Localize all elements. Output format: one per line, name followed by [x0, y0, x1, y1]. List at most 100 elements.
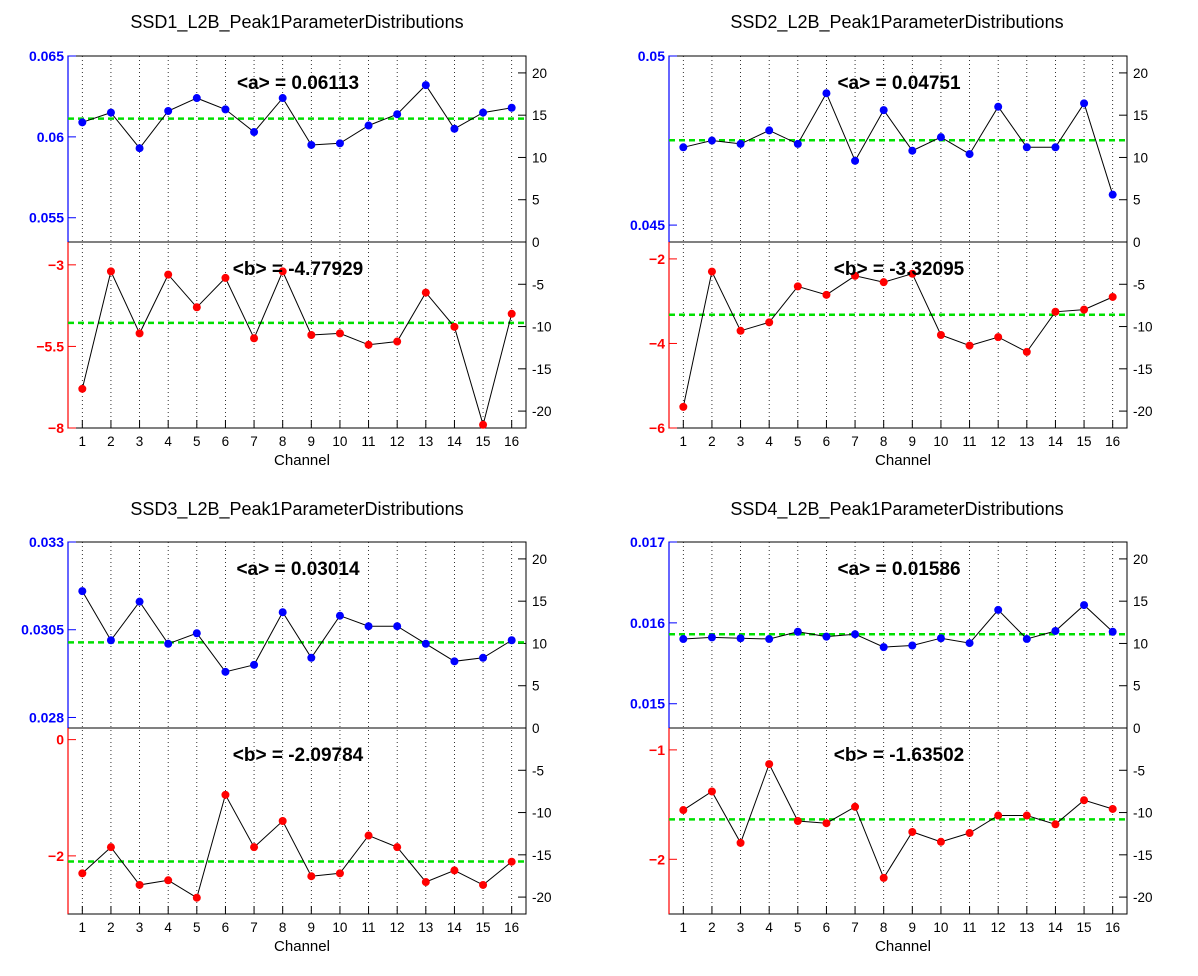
x-tick-label: 3 — [136, 920, 144, 935]
right-tick-label: 20 — [532, 552, 547, 567]
top-data-point — [507, 103, 516, 112]
x-tick-label: 10 — [933, 434, 948, 449]
top-data-point — [1051, 143, 1060, 152]
right-tick-label: 5 — [532, 679, 540, 694]
bottom-data-point — [793, 282, 802, 291]
right-tick-label: -20 — [532, 890, 552, 905]
bottom-data-point — [364, 340, 373, 349]
right-tick-label: 5 — [1133, 679, 1141, 694]
bottom-data-point — [736, 838, 745, 847]
x-tick-label: 13 — [1019, 920, 1034, 935]
x-tick-label: 7 — [250, 920, 258, 935]
top-data-point — [421, 639, 430, 648]
top-data-point — [879, 106, 888, 115]
x-tick-label: 8 — [279, 434, 287, 449]
x-tick-label: 15 — [476, 434, 491, 449]
top-data-point — [965, 639, 974, 648]
x-tick-label: 6 — [222, 920, 230, 935]
top-mean-annotation: <a> = 0.06113 — [237, 73, 359, 94]
x-tick-label: 11 — [362, 920, 376, 935]
top-data-point — [908, 146, 917, 155]
top-data-point — [936, 634, 945, 643]
bottom-data-point — [822, 819, 831, 828]
bottom-data-point — [278, 267, 287, 276]
top-data-point — [765, 126, 774, 135]
bottom-data-point — [335, 329, 344, 338]
x-tick-label: 16 — [504, 434, 519, 449]
bottom-data-point — [1080, 796, 1089, 805]
top-data-point — [221, 667, 230, 676]
right-tick-label: 20 — [1133, 552, 1148, 567]
bottom-data-point — [793, 817, 802, 825]
top-left-tick-label: 0.033 — [29, 534, 64, 550]
bottom-data-point — [507, 857, 516, 866]
top-data-point — [707, 136, 716, 145]
top-data-point — [479, 653, 488, 662]
top-data-point — [736, 634, 745, 643]
x-tick-label: 9 — [909, 920, 917, 935]
top-data-point — [278, 94, 287, 103]
bottom-data-point — [994, 333, 1003, 342]
top-data-point — [78, 587, 87, 596]
top-data-point — [1022, 143, 1031, 152]
top-data-point — [879, 643, 888, 652]
bottom-data-point — [192, 893, 201, 902]
right-tick-label: -20 — [532, 404, 552, 419]
x-tick-label: 10 — [933, 920, 948, 935]
top-data-point — [479, 108, 488, 117]
bottom-data-point — [450, 866, 459, 875]
top-data-point — [192, 629, 201, 638]
bottom-left-tick-label: −2 — [48, 848, 64, 864]
x-tick-label: 2 — [107, 434, 115, 449]
bottom-data-point — [364, 831, 373, 840]
chart-title: SSD2_L2B_Peak1ParameterDistributions — [730, 12, 1063, 33]
x-tick-label: 7 — [851, 920, 859, 935]
x-tick-label: 11 — [963, 434, 977, 449]
top-data-point — [335, 611, 344, 620]
x-tick-label: 8 — [880, 434, 888, 449]
top-data-point — [106, 108, 115, 117]
x-tick-label: 13 — [1019, 434, 1034, 449]
bottom-mean-annotation: <b> = -4.77929 — [233, 259, 363, 280]
right-tick-label: -20 — [1133, 890, 1153, 905]
bottom-left-tick-label: −4 — [649, 335, 665, 351]
top-data-point — [793, 139, 802, 148]
x-tick-label: 2 — [107, 920, 115, 935]
bottom-data-point — [135, 880, 144, 889]
right-tick-label: -5 — [532, 277, 544, 292]
top-left-tick-label: 0.045 — [630, 217, 665, 233]
top-data-point — [450, 124, 459, 133]
top-data-point — [679, 635, 688, 644]
bottom-series-line — [81, 793, 513, 899]
chart-title: SSD4_L2B_Peak1ParameterDistributions — [730, 499, 1063, 520]
top-data-point — [135, 597, 144, 606]
bottom-data-point — [879, 278, 888, 287]
top-data-point — [908, 641, 917, 650]
bottom-left-tick-label: −8 — [48, 420, 64, 436]
top-data-point — [307, 140, 316, 149]
bottom-mean-annotation: <b> = -2.09784 — [233, 745, 364, 766]
bottom-data-point — [106, 843, 115, 852]
top-data-point — [135, 144, 144, 153]
bottom-data-point — [994, 811, 1003, 820]
bottom-data-point — [135, 329, 144, 338]
bottom-data-point — [1080, 305, 1089, 314]
x-tick-label: 15 — [1077, 920, 1092, 935]
right-tick-label: 0 — [532, 721, 540, 736]
bottom-data-point — [851, 802, 860, 811]
right-tick-label: 20 — [1133, 66, 1148, 81]
bottom-series-line — [81, 269, 513, 427]
bottom-data-point — [965, 829, 974, 838]
bottom-data-point — [78, 869, 87, 878]
top-data-point — [1080, 99, 1089, 108]
right-tick-label: -10 — [532, 806, 552, 821]
x-tick-label: 8 — [880, 920, 888, 935]
top-series-line — [683, 604, 1114, 648]
top-data-point — [250, 128, 259, 137]
bottom-data-point — [765, 318, 774, 327]
top-data-point — [106, 636, 115, 645]
x-tick-label: 13 — [418, 920, 433, 935]
